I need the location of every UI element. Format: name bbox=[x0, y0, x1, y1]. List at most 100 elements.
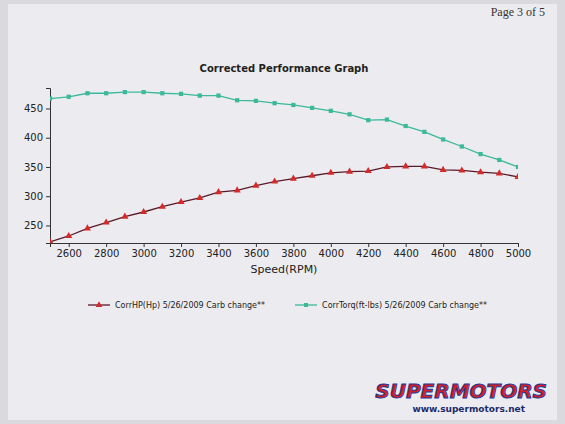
series-marker bbox=[458, 166, 465, 172]
x-tick: 4000 bbox=[319, 243, 344, 259]
series-marker bbox=[346, 168, 353, 174]
y-tick-mark bbox=[46, 225, 50, 226]
series-marker bbox=[67, 95, 71, 99]
y-tick-label: 450 bbox=[24, 103, 43, 114]
series-marker bbox=[309, 172, 316, 178]
series-marker bbox=[478, 152, 482, 156]
x-tick-label: 4800 bbox=[468, 248, 493, 259]
y-tick: 300 bbox=[24, 191, 50, 202]
x-tick-mark bbox=[331, 243, 332, 247]
watermark-url: www.supermotors.net bbox=[412, 404, 525, 414]
series-marker bbox=[104, 91, 108, 95]
y-axis: 250 300 350 400 450 bbox=[24, 89, 51, 244]
legend-marker bbox=[96, 301, 103, 307]
x-tick-label: 2800 bbox=[94, 248, 119, 259]
series-marker bbox=[84, 224, 91, 230]
series-marker bbox=[234, 186, 241, 192]
series-marker bbox=[141, 90, 145, 94]
series-marker bbox=[310, 106, 314, 110]
x-tick-label: 4400 bbox=[393, 248, 418, 259]
legend: CorrHP(Hp) 5/26/2009 Carb change** CorrTo… bbox=[88, 301, 487, 310]
y-tick-mark bbox=[46, 167, 50, 168]
x-tick: 3000 bbox=[131, 243, 156, 259]
y-tick: 350 bbox=[24, 162, 50, 173]
x-tick-label: 4000 bbox=[319, 248, 344, 259]
x-tick-label: 3000 bbox=[131, 248, 156, 259]
y-tick: 400 bbox=[24, 132, 50, 143]
series-marker bbox=[121, 213, 128, 219]
series-marker bbox=[254, 99, 258, 103]
series-marker bbox=[365, 167, 372, 173]
x-tick-mark bbox=[481, 243, 482, 247]
series-marker bbox=[252, 182, 259, 188]
series-marker bbox=[216, 93, 220, 97]
series-marker bbox=[460, 144, 464, 148]
series-marker bbox=[140, 208, 147, 214]
series-marker bbox=[385, 117, 389, 121]
x-tick-mark bbox=[368, 243, 369, 247]
series-marker bbox=[329, 109, 333, 113]
series-marker bbox=[50, 238, 54, 243]
series-line bbox=[50, 166, 518, 241]
x-tick: 3400 bbox=[206, 243, 231, 259]
series-marker bbox=[404, 124, 408, 128]
legend-label: CorrTorq(ft-lbs) 5/26/2009 Carb change** bbox=[322, 301, 487, 310]
y-tick-mark bbox=[46, 196, 50, 197]
series-marker bbox=[383, 163, 390, 169]
title: Corrected Performance Graph bbox=[200, 63, 369, 74]
y-tick-mark bbox=[46, 108, 50, 109]
series-marker bbox=[441, 137, 445, 141]
legend-entry: CorrHP(Hp) 5/26/2009 Carb change** bbox=[88, 301, 265, 310]
series-marker bbox=[273, 101, 277, 105]
x-tick-label: 4200 bbox=[356, 248, 381, 259]
series-marker bbox=[196, 194, 203, 200]
series-marker bbox=[516, 165, 518, 169]
series-marker bbox=[179, 92, 183, 96]
series-marker bbox=[422, 130, 426, 134]
x-tick: 4200 bbox=[356, 243, 381, 259]
series-marker bbox=[271, 178, 278, 184]
x-tick-label: 2600 bbox=[56, 248, 81, 259]
series-marker bbox=[496, 169, 503, 175]
legend-entry: CorrTorq(ft-lbs) 5/26/2009 Carb change** bbox=[295, 301, 487, 310]
x-tick-mark bbox=[293, 243, 294, 247]
y-tick-label: 300 bbox=[24, 191, 43, 202]
paper bbox=[8, 4, 557, 420]
watermark: SUPERMOTORS bbox=[375, 379, 547, 403]
series-marker bbox=[402, 162, 409, 168]
series-marker bbox=[85, 91, 89, 95]
x-tick: 4400 bbox=[393, 243, 418, 259]
series-line bbox=[50, 92, 518, 167]
x-tick-mark bbox=[144, 243, 145, 247]
x-tick-mark bbox=[518, 243, 519, 247]
legend-marker bbox=[304, 303, 308, 307]
legend-label: CorrHP(Hp) 5/26/2009 Carb change** bbox=[115, 301, 265, 310]
x-tick: 2800 bbox=[94, 243, 119, 259]
series-marker bbox=[290, 175, 297, 181]
y-tick-label: 350 bbox=[24, 162, 43, 173]
y-tick: 250 bbox=[24, 220, 50, 231]
x-tick: 4800 bbox=[468, 243, 493, 259]
x-axis-line bbox=[51, 244, 519, 248]
series-marker bbox=[366, 118, 370, 122]
series-marker bbox=[65, 232, 72, 238]
y-tick-label: 250 bbox=[24, 220, 43, 231]
series-marker bbox=[347, 112, 351, 116]
series-marker bbox=[103, 218, 110, 224]
y-tick: 450 bbox=[24, 103, 50, 114]
series-marker bbox=[421, 162, 428, 168]
chart: Page 3 of 5Corrected Performance Graph26… bbox=[0, 0, 565, 424]
x-tick: 5000 bbox=[506, 243, 531, 259]
x-tick-label: 3200 bbox=[169, 248, 194, 259]
series-marker bbox=[497, 158, 501, 162]
x-tick-mark bbox=[218, 243, 219, 247]
x-tick-label: 3400 bbox=[206, 248, 231, 259]
x-axis-title: Speed(RPM) bbox=[251, 263, 318, 276]
plot-area bbox=[50, 90, 518, 243]
series-marker bbox=[440, 166, 447, 172]
series-marker bbox=[50, 96, 52, 100]
y-axis-line bbox=[46, 89, 51, 244]
x-tick-label: 3800 bbox=[281, 248, 306, 259]
series-marker bbox=[178, 198, 185, 204]
x-tick-label: 5000 bbox=[506, 248, 531, 259]
